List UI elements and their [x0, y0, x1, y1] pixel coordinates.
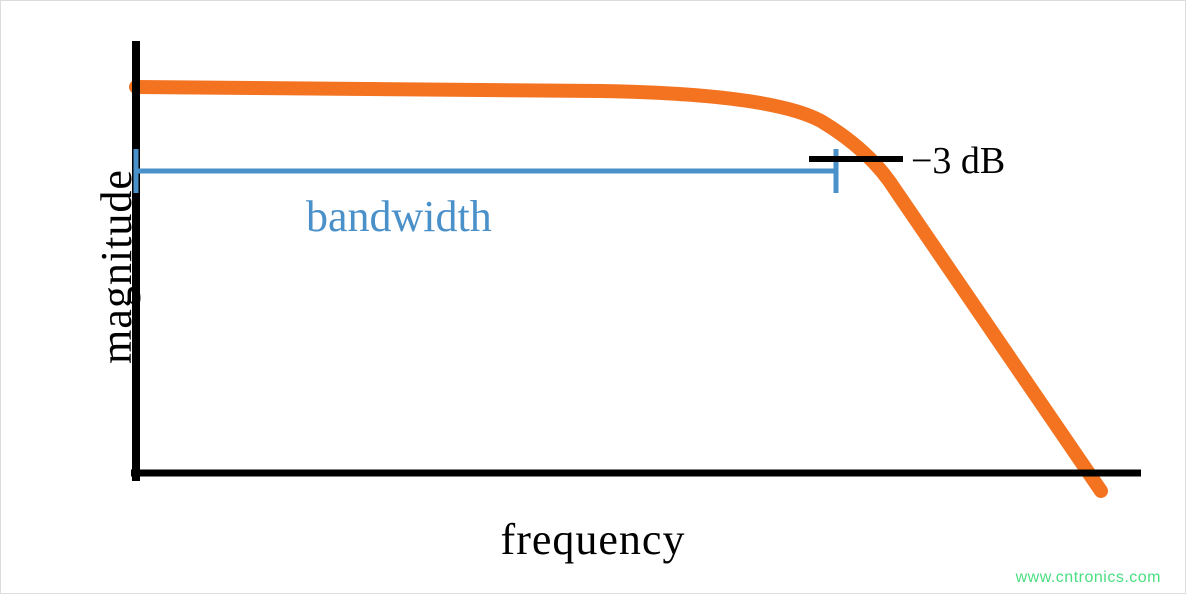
bandwidth-label: bandwidth	[306, 191, 492, 242]
watermark: www.cntronics.com	[1016, 569, 1161, 587]
bandwidth-indicator	[136, 149, 836, 193]
db-marker-label: −3 dB	[911, 139, 1005, 183]
bandwidth-diagram	[1, 1, 1186, 595]
x-axis-label: frequency	[501, 514, 686, 565]
y-axis-label: magnitude	[91, 169, 142, 364]
